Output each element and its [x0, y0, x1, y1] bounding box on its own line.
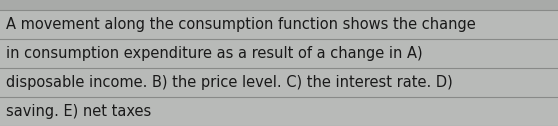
Bar	[0, 10, 558, 39]
Bar	[0, 39, 558, 68]
Bar	[0, 0, 558, 10]
Text: A movement along the consumption function shows the change: A movement along the consumption functio…	[6, 17, 476, 32]
Text: in consumption expenditure as a result of a change in A): in consumption expenditure as a result o…	[6, 46, 422, 61]
Bar	[0, 68, 558, 97]
Bar	[0, 97, 558, 126]
Text: saving. E) net taxes: saving. E) net taxes	[6, 104, 151, 119]
Text: disposable income. B) the price level. C) the interest rate. D): disposable income. B) the price level. C…	[6, 75, 453, 90]
